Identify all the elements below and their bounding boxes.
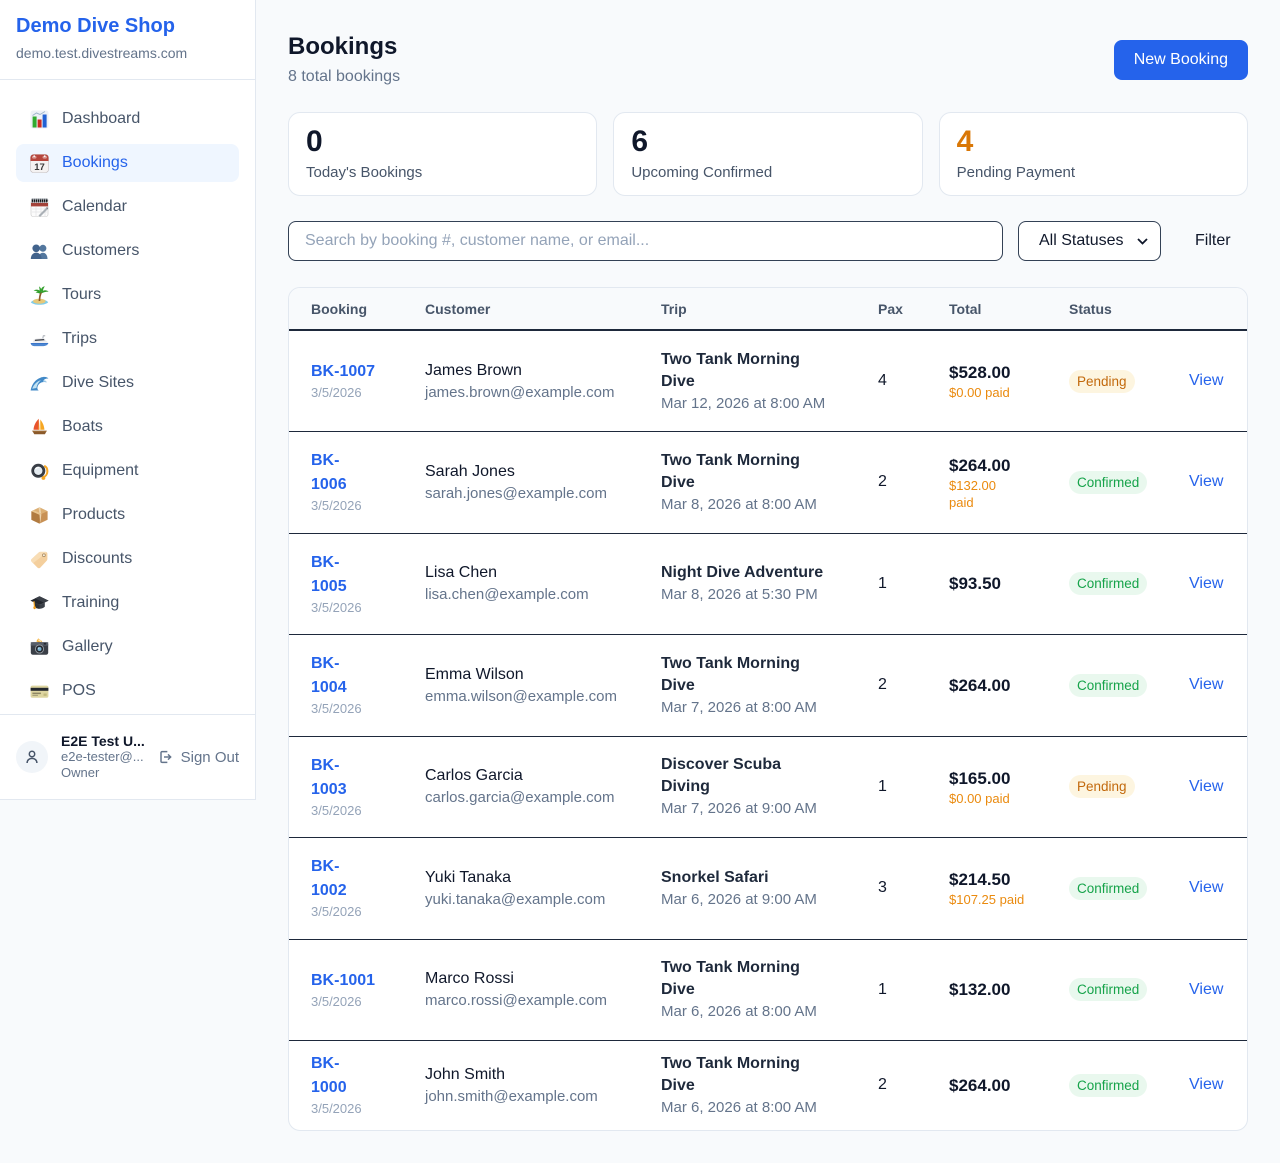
svg-text:17: 17 bbox=[34, 161, 45, 172]
